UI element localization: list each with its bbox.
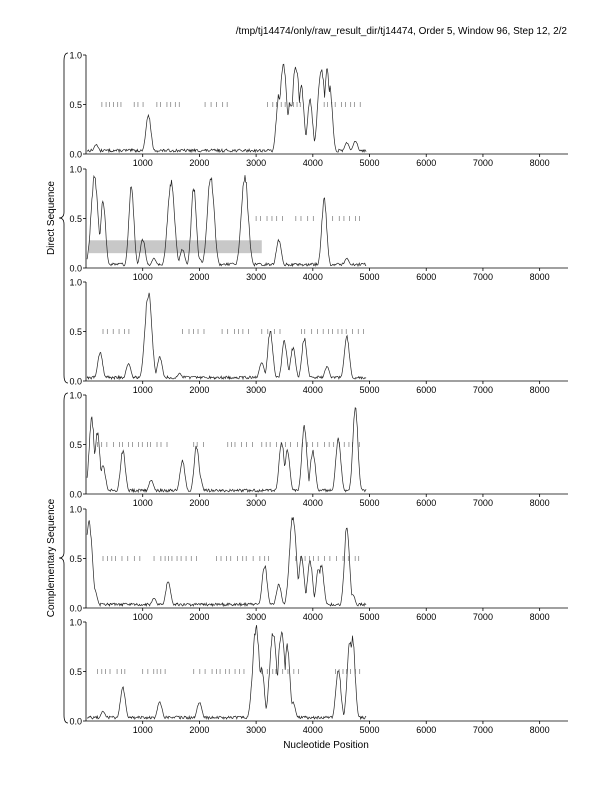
y-tick-label: 0.5	[69, 327, 82, 337]
x-tick-label: 6000	[416, 498, 436, 508]
x-tick-label: 8000	[530, 612, 550, 622]
y-tick-label: 0.5	[69, 667, 82, 677]
y-tick-label: 0.5	[69, 100, 82, 110]
coding-curve	[86, 292, 367, 381]
group-label: Direct Sequence	[46, 181, 57, 255]
coding-curve	[86, 174, 367, 268]
y-tick-label: 0.0	[69, 490, 82, 500]
x-tick-label: 4000	[303, 612, 323, 622]
panel-2: 0.0 0.5 1.0 1000 2000 3000 4000 5000 6000 7000 800…	[69, 165, 568, 282]
x-tick-label: 4000	[303, 158, 323, 168]
x-tick-label: 5000	[360, 612, 380, 622]
x-tick-label: 7000	[473, 498, 493, 508]
y-tick-label: 1.0	[69, 278, 82, 288]
y-tick-label: 1.0	[69, 618, 82, 628]
x-tick-label: 2000	[189, 612, 209, 622]
x-tick-label: 1000	[133, 272, 153, 282]
x-tick-label: 7000	[473, 725, 493, 735]
x-tick-label: 7000	[473, 612, 493, 622]
y-tick-label: 0.0	[69, 377, 82, 387]
x-axis-label: Nucleotide Position	[283, 740, 369, 751]
x-tick-label: 3000	[246, 612, 266, 622]
x-tick-label: 1000	[133, 612, 153, 622]
y-tick-label: 0.0	[69, 150, 82, 160]
x-tick-label: 6000	[416, 385, 436, 395]
y-tick-label: 0.5	[69, 214, 82, 224]
x-tick-label: 5000	[360, 498, 380, 508]
x-tick-label: 3000	[246, 272, 266, 282]
group-label: Complementary Sequence	[46, 498, 57, 617]
x-tick-label: 6000	[416, 725, 436, 735]
x-tick-label: 7000	[473, 272, 493, 282]
coding-curve	[86, 63, 367, 154]
x-tick-label: 5000	[360, 725, 380, 735]
group-labels-layer: Direct Sequence Complementary Sequence	[46, 52, 69, 724]
y-tick-label: 1.0	[69, 391, 82, 401]
x-tick-label: 2000	[189, 498, 209, 508]
panel-5: 0.0 0.5 1.0 1000 2000 3000 4000 5000 6000 7000 800…	[69, 505, 568, 622]
x-tick-label: 2000	[189, 272, 209, 282]
x-tick-label: 1000	[133, 385, 153, 395]
panel-1: 0.0 0.5 1.0 1000 2000 3000 4000 5000 6000 7000 800…	[69, 51, 568, 168]
x-tick-label: 1000	[133, 158, 153, 168]
x-tick-label: 3000	[246, 725, 266, 735]
y-tick-label: 0.5	[69, 440, 82, 450]
x-tick-label: 1000	[133, 498, 153, 508]
x-tick-label: 4000	[303, 498, 323, 508]
x-tick-label: 8000	[530, 158, 550, 168]
coding-curve	[86, 407, 367, 494]
group-brace	[58, 52, 69, 384]
shaded-region	[88, 240, 262, 254]
x-tick-label: 3000	[246, 158, 266, 168]
x-tick-label: 4000	[303, 272, 323, 282]
x-tick-label: 7000	[473, 158, 493, 168]
x-tick-label: 4000	[303, 725, 323, 735]
x-tick-label: 5000	[360, 272, 380, 282]
y-tick-label: 0.5	[69, 554, 82, 564]
y-tick-label: 1.0	[69, 505, 82, 515]
coding-curve	[86, 625, 367, 721]
panel-4: 0.0 0.5 1.0 1000 2000 3000 4000 5000 6000 7000 800…	[69, 391, 568, 508]
x-tick-label: 8000	[530, 272, 550, 282]
coding-curve	[86, 517, 367, 608]
panels-layer: 0.0 0.5 1.0 1000 2000 3000 4000 5000 6000 7000 800…	[69, 51, 568, 735]
y-tick-label: 1.0	[69, 165, 82, 175]
figure-title: /tmp/tj14474/only/raw_result_dir/tj14474…	[235, 26, 567, 37]
panel-3: 0.0 0.5 1.0 1000 2000 3000 4000 5000 6000 7000 800…	[69, 278, 568, 395]
x-tick-label: 1000	[133, 725, 153, 735]
group-brace	[58, 392, 69, 724]
x-tick-label: 2000	[189, 385, 209, 395]
x-tick-label: 8000	[530, 725, 550, 735]
x-tick-label: 7000	[473, 385, 493, 395]
panel-6: 0.0 0.5 1.0 1000 2000 3000 4000 5000 6000 7000 800…	[69, 618, 568, 735]
y-tick-label: 0.0	[69, 717, 82, 727]
y-tick-label: 0.0	[69, 604, 82, 614]
x-tick-label: 5000	[360, 385, 380, 395]
x-tick-label: 4000	[303, 385, 323, 395]
y-tick-label: 1.0	[69, 51, 82, 61]
y-tick-label: 0.0	[69, 264, 82, 274]
x-tick-label: 3000	[246, 385, 266, 395]
x-tick-label: 6000	[416, 272, 436, 282]
x-tick-label: 2000	[189, 725, 209, 735]
x-tick-label: 6000	[416, 612, 436, 622]
x-tick-label: 8000	[530, 385, 550, 395]
x-tick-label: 3000	[246, 498, 266, 508]
x-tick-label: 8000	[530, 498, 550, 508]
x-tick-label: 5000	[360, 158, 380, 168]
x-tick-label: 6000	[416, 158, 436, 168]
x-tick-label: 2000	[189, 158, 209, 168]
